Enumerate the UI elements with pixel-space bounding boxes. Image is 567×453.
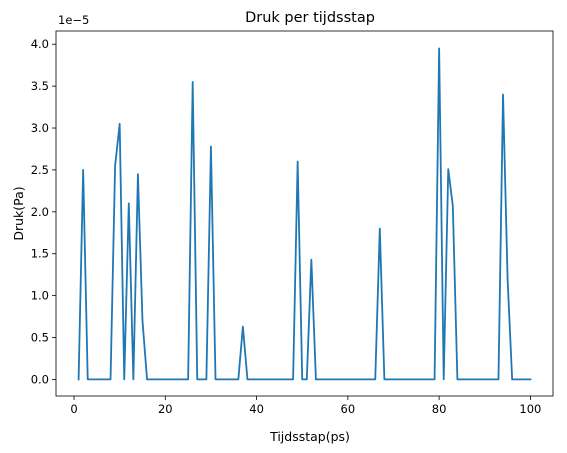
- x-tick-label: 80: [432, 402, 447, 416]
- x-axis-label: Tijdsstap(ps): [269, 429, 350, 444]
- x-tick-label: 0: [70, 402, 77, 416]
- y-tick-label: 2.5: [31, 163, 49, 177]
- y-tick-label: 0.5: [31, 331, 49, 345]
- y-tick-label: 1.0: [31, 289, 49, 303]
- plot-frame: [55, 30, 554, 397]
- chart-title: Druk per tijdsstap: [245, 10, 375, 26]
- plot-area: [77, 47, 532, 381]
- y-tick-label: 1.5: [31, 247, 49, 261]
- x-tick-label: 60: [341, 402, 356, 416]
- x-tick-label: 20: [158, 402, 173, 416]
- axis-ticks: 0 20 40 60 80 100 0.0 0.5 1.0 1.5 2.0 2.5 3.0 3.5 4.0: [31, 37, 542, 416]
- y-axis-offset-text: 1e−5: [58, 13, 89, 27]
- y-tick-label: 2.0: [31, 205, 49, 219]
- y-tick-label: 3.5: [31, 79, 49, 93]
- y-tick-label: 4.0: [31, 37, 49, 51]
- y-axis-label: Druk(Pa): [11, 186, 26, 240]
- x-tick-label: 100: [519, 402, 541, 416]
- y-tick-label: 0.0: [31, 372, 49, 386]
- y-tick-label: 3.0: [31, 121, 49, 135]
- x-tick-label: 40: [249, 402, 264, 416]
- series-line-0: [77, 47, 532, 381]
